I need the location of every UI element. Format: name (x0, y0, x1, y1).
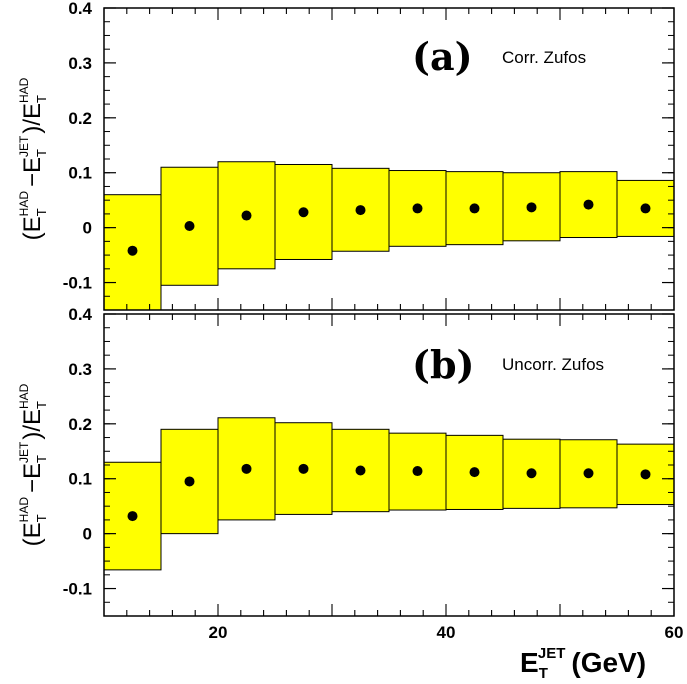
panel-a-point-6 (469, 203, 480, 214)
panel-a-point-8 (583, 199, 594, 210)
panel-b-frame (103, 313, 675, 617)
panel-a-point-0 (127, 245, 138, 256)
panel-a-ytick-label-5: 0.4 (68, 0, 92, 18)
panel-a-tag: (a) (412, 34, 473, 79)
panel-b-ytick-label-5: 0.4 (68, 305, 92, 324)
panel-a-point-1 (184, 220, 195, 231)
panel-b-point-2 (241, 463, 252, 474)
panel-b-point-7 (526, 468, 537, 479)
panel-a-ytick-label-2: 0.1 (68, 164, 92, 183)
panel-b-ytick-label-1: 0 (83, 525, 92, 544)
panel-b-ytick-label-0: -0.1 (63, 580, 92, 599)
panel-b-tag: (b) (412, 342, 475, 387)
panel-a-point-7 (526, 202, 537, 213)
panel-b-x-ticks: 20 40 60 (103, 314, 684, 642)
panel-b-ytick-label-4: 0.3 (68, 360, 92, 379)
panel-a-point-2 (241, 210, 252, 221)
panel-a-point-5 (412, 203, 423, 214)
xtick-label-1: 40 (437, 623, 456, 642)
panel-a-ytick-label-1: 0 (83, 219, 92, 238)
panel-b-point-8 (583, 468, 594, 479)
panel-a: -0.1 0 0.1 0.2 0.3 0.4 (a) Corr. Zufos (ETHAD… (17, 0, 675, 311)
panel-b-point-6 (469, 467, 480, 478)
panel-a-y-ticks: -0.1 0 0.1 0.2 0.3 0.4 (63, 0, 674, 311)
panel-a-ytick-label-4: 0.3 (68, 54, 92, 73)
panel-b-point-9 (640, 469, 651, 480)
panel-a-ytick-label-0: -0.1 (63, 274, 92, 293)
panel-b-ytick-label-3: 0.2 (68, 415, 92, 434)
panel-b-y-axis-label: (ETHAD−ETJET)/ETHAD (17, 383, 49, 546)
panel-a-point-4 (355, 205, 366, 216)
xtick-label-2: 60 (665, 623, 684, 642)
panel-b-point-0 (127, 511, 138, 522)
panel-a-ytick-label-3: 0.2 (68, 109, 92, 128)
panel-b-point-5 (412, 466, 423, 477)
panel-a-y-axis-label: (ETHAD−ETJET)/ETHAD (17, 77, 49, 240)
x-axis-label: ETJET (GeV) (520, 645, 646, 682)
panel-a-label: Corr. Zufos (502, 48, 586, 67)
panel-a-points (127, 199, 651, 256)
panel-b-point-1 (184, 476, 195, 487)
panel-a-point-3 (298, 207, 309, 218)
panel-a-point-9 (640, 203, 651, 214)
panel-a-frame (103, 7, 675, 311)
panel-b-point-3 (298, 463, 309, 474)
panel-b: -0.1 0 0.1 0.2 0.3 0.4 20 40 60 (b) Uncorr. Zuf… (17, 305, 683, 682)
xtick-label-0: 20 (209, 623, 228, 642)
panel-b-point-4 (355, 465, 366, 476)
panel-b-label: Uncorr. Zufos (502, 355, 604, 374)
panel-b-y-ticks: -0.1 0 0.1 0.2 0.3 0.4 (63, 305, 674, 617)
panel-b-points (127, 463, 651, 522)
panel-a-x-ticks (103, 8, 675, 310)
panel-b-ytick-label-2: 0.1 (68, 470, 92, 489)
